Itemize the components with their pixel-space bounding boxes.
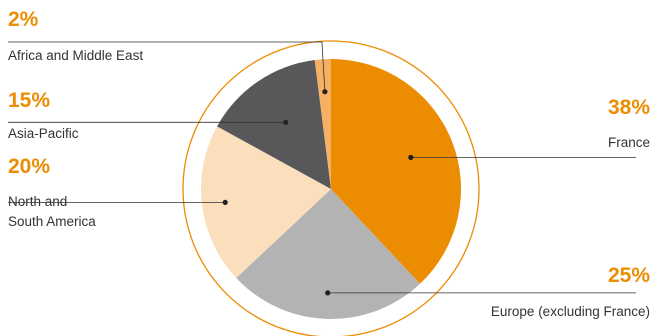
leader-dot xyxy=(408,154,414,160)
leader-dot xyxy=(283,119,289,125)
leader-dot xyxy=(325,290,331,296)
pie-slice xyxy=(217,60,331,189)
leader-dot xyxy=(222,199,228,205)
slice-name-label: France xyxy=(607,135,650,150)
pie-slice xyxy=(331,58,462,284)
pie-outer-ring xyxy=(182,40,480,336)
pie-slice xyxy=(200,126,331,278)
slice-name-label-line2: South America xyxy=(8,214,96,229)
slice-name-label-line1: North and xyxy=(8,194,68,209)
slice-name-label: Africa and Middle East xyxy=(8,48,144,63)
slice-name-label: Asia-Pacific xyxy=(8,126,79,141)
pie-slices xyxy=(200,58,462,320)
slice-value-label: 25% xyxy=(607,264,650,287)
slice-value-label: 2% xyxy=(8,8,39,31)
leader-lines xyxy=(8,41,636,296)
leader-dot xyxy=(322,89,328,95)
leader-line xyxy=(8,41,326,92)
slice-value-label: 20% xyxy=(8,155,51,178)
slice-value-label: 15% xyxy=(8,89,51,112)
slice-value-label: 38% xyxy=(607,96,650,119)
pie-slice xyxy=(236,189,420,320)
slice-name-label: Europe (excluding France) xyxy=(490,304,650,319)
